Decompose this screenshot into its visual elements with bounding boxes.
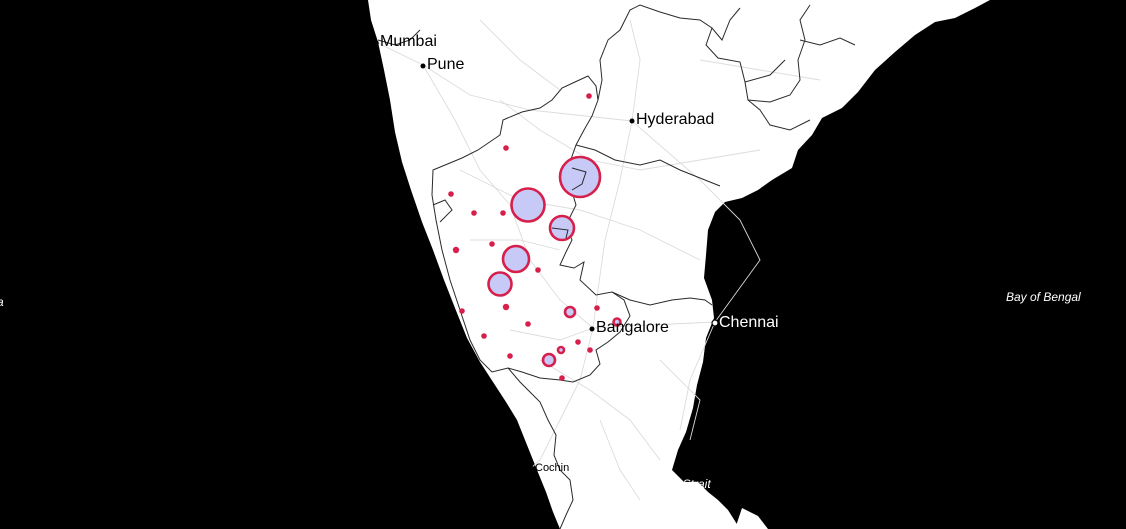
circle-marker[interactable] xyxy=(501,244,531,274)
dot-marker[interactable] xyxy=(559,375,565,381)
landmass-india xyxy=(368,0,990,529)
city-point-bangalore[interactable] xyxy=(589,326,595,332)
dot-marker[interactable] xyxy=(525,321,531,327)
circle-marker[interactable] xyxy=(487,271,513,297)
city-label-cochin: Cochin xyxy=(535,462,569,474)
city-points xyxy=(373,40,635,471)
dot-marker[interactable] xyxy=(502,303,510,311)
city-label-bangalore: Bangalore xyxy=(596,319,669,336)
dot-marker[interactable] xyxy=(507,353,513,359)
dot-marker[interactable] xyxy=(535,267,541,273)
dot-marker[interactable] xyxy=(586,93,592,99)
dot-marker[interactable] xyxy=(481,333,487,339)
circle-marker[interactable] xyxy=(556,345,566,355)
city-point-mumbai[interactable] xyxy=(373,40,379,46)
circle-marker[interactable] xyxy=(548,214,576,242)
dot-marker[interactable] xyxy=(594,305,600,311)
city-label-hyderabad: Hyderabad xyxy=(636,111,714,128)
dot-marker[interactable] xyxy=(503,145,509,151)
border-overlay xyxy=(551,167,587,239)
proportional-markers xyxy=(487,155,622,368)
city-label-pune: Pune xyxy=(427,56,464,73)
city-point-hyderabad[interactable] xyxy=(629,118,635,124)
circle-marker[interactable] xyxy=(563,305,577,319)
dot-marker[interactable] xyxy=(452,246,460,254)
dot-marker[interactable] xyxy=(459,308,465,314)
landmass-sri-lanka xyxy=(735,508,768,529)
water-label-palk-strait: Palk Strait xyxy=(656,477,711,491)
city-point-cochin[interactable] xyxy=(528,465,534,471)
circle-marker[interactable] xyxy=(558,155,602,199)
road-network xyxy=(375,19,821,501)
state-borders xyxy=(377,4,856,529)
dot-marker[interactable] xyxy=(448,191,454,197)
city-label-mumbai: Mumbai xyxy=(380,33,437,50)
dot-marker[interactable] xyxy=(587,347,593,353)
dot-marker[interactable] xyxy=(500,210,506,216)
dot-marker[interactable] xyxy=(575,339,581,345)
dot-marker[interactable] xyxy=(471,210,477,216)
dot-marker[interactable] xyxy=(489,241,495,247)
circle-marker[interactable] xyxy=(612,317,622,327)
water-label-arabian-sea-fragment: a xyxy=(0,295,4,309)
circle-marker[interactable] xyxy=(510,187,546,223)
circle-marker[interactable] xyxy=(541,352,557,368)
dot-markers xyxy=(448,93,600,381)
city-point-chennai[interactable] xyxy=(711,319,719,327)
city-point-pune[interactable] xyxy=(420,63,426,69)
city-label-chennai: Chennai xyxy=(719,314,779,331)
water-label-bay-of-bengal: Bay of Bengal xyxy=(1006,290,1081,304)
